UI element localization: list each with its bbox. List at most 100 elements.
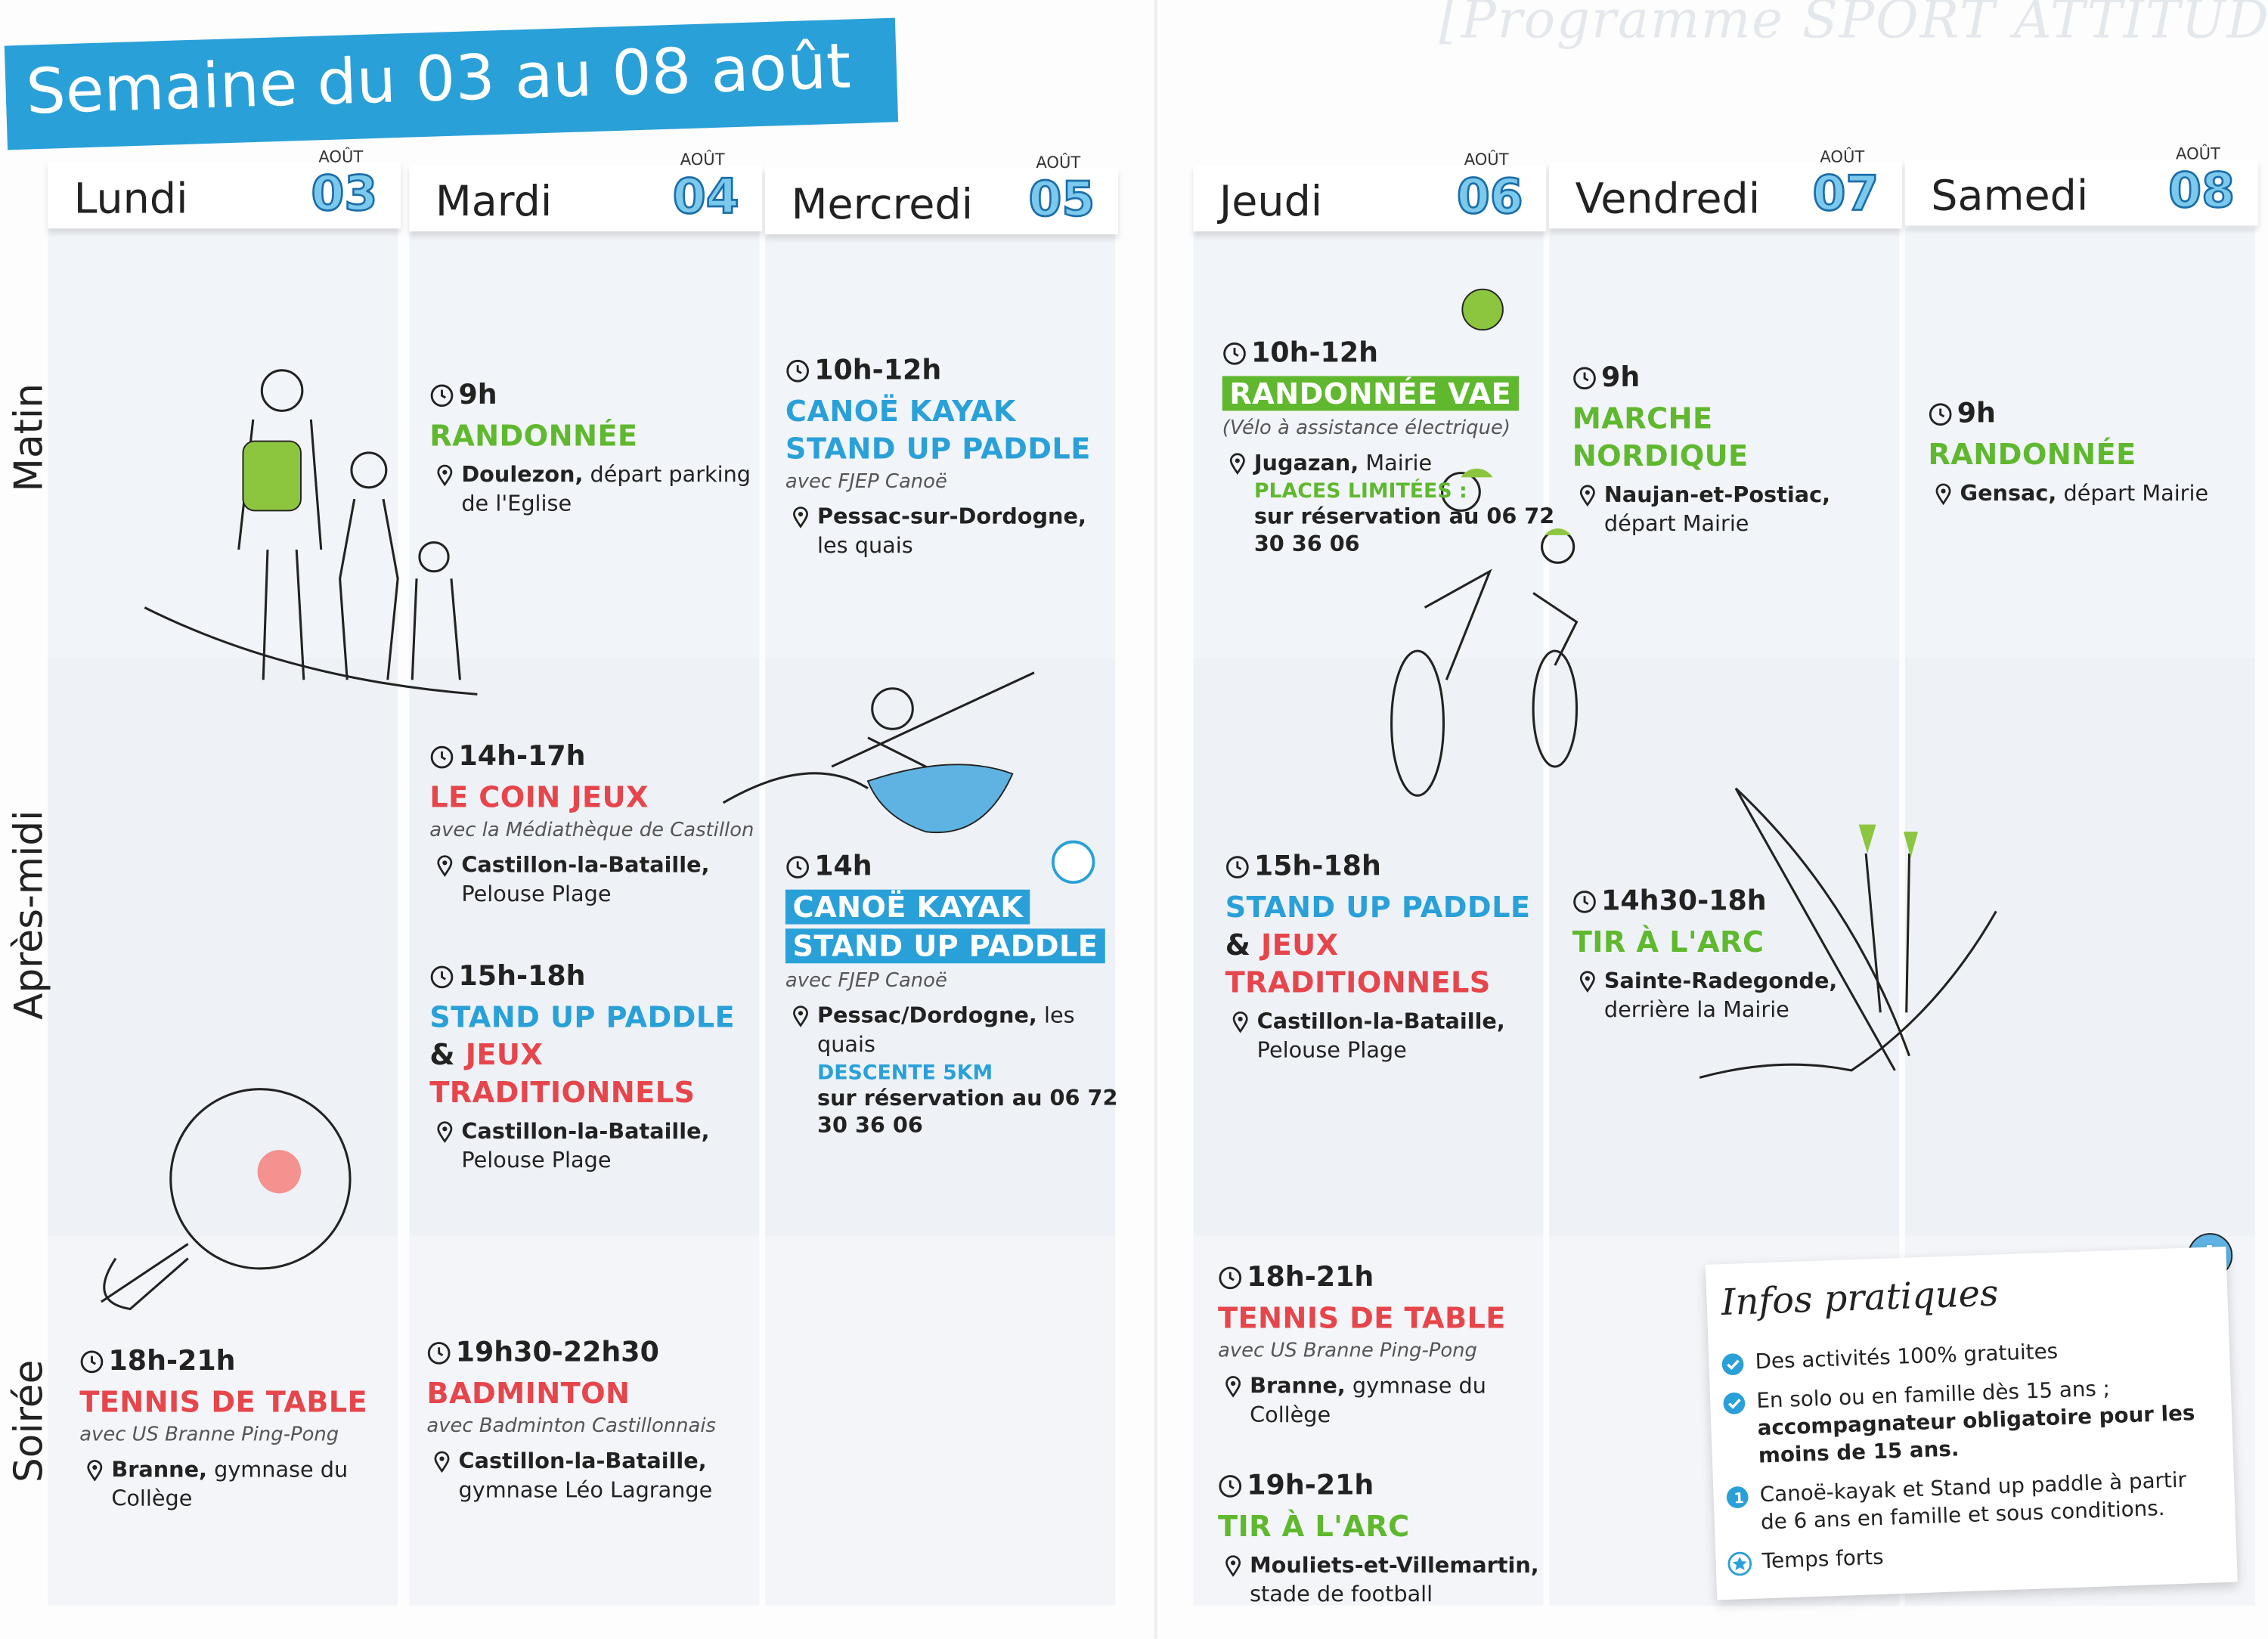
period-band — [1193, 1236, 1544, 1606]
day-number: 08 — [2167, 161, 2236, 219]
period-band — [1549, 228, 1900, 658]
day-number: 04 — [671, 167, 740, 225]
event-note: avec FJEP Canoë — [785, 469, 947, 494]
time-text: 15h-18h — [458, 960, 586, 993]
period-band — [1193, 658, 1544, 1237]
day-column — [765, 217, 1116, 1606]
day-name: Samedi — [1931, 170, 2089, 220]
event: 15h-18h STAND UP PADDLE & JEUX TRADITIONNEL… — [429, 960, 762, 1174]
time-text: 19h-21h — [1247, 1469, 1374, 1502]
event-note: avec US Branne Ping-Pong — [79, 1423, 339, 1447]
day-name: Mardi — [435, 176, 553, 226]
period-label: Soirée — [6, 1359, 51, 1483]
pin-icon — [87, 1460, 103, 1482]
event-title-line: TRADITIONNELS — [1225, 963, 1558, 1001]
clock-icon — [1573, 890, 1596, 912]
info-text: accompagnateur obligatoire pour les moin… — [1757, 1402, 2195, 1469]
event-place: Doulezon, départ parking de l'Eglise — [429, 460, 762, 518]
event-time: 10h-12h — [785, 355, 1118, 386]
title-segment: & — [1225, 927, 1262, 962]
period-band — [409, 1236, 760, 1606]
event: 14h-17h LE COIN JEUX avec la Médiathèque d… — [429, 741, 762, 909]
event: 9h RANDONNÉE Doulezon, départ parking de l… — [429, 379, 762, 518]
extra-label: DESCENTE 5KM — [785, 1061, 1118, 1085]
day-name: Mercredi — [791, 179, 974, 229]
time-text: 18h-21h — [1247, 1261, 1374, 1294]
programme-label: [Programme SPORT ATTITUDE] — [1439, 0, 2268, 51]
star-badges — [1051, 288, 1504, 885]
event: 18h-21h TENNIS DE TABLE avec US Branne Pin… — [79, 1345, 412, 1513]
info-text: Temps forts — [1761, 1546, 1885, 1574]
title-segment: RANDONNÉE — [429, 417, 638, 453]
info-icon — [1723, 1392, 1746, 1414]
place-detail: derrière la Mairie — [1603, 996, 1789, 1023]
event-place: Pessac/Dordogne, les quais — [785, 1001, 1118, 1059]
infos-title: Infos pratiques — [1720, 1272, 2000, 1324]
event: 10h-12h CANOË KAYAK STAND UP PADDLE avec FJ… — [785, 355, 1118, 560]
event-note: (Vélo à assistance électrique) — [1222, 417, 1510, 440]
title-segment: & — [429, 1036, 466, 1072]
event-time: 10h-12h — [1222, 337, 1555, 369]
event-title-line: TENNIS DE TABLE — [79, 1383, 412, 1421]
day-number: 06 — [1455, 167, 1524, 225]
pin-icon — [1225, 1376, 1241, 1398]
event-time: 18h-21h — [79, 1345, 412, 1377]
extra-label: PLACES LIMITÉES : — [1222, 480, 1555, 503]
pin-icon — [437, 1121, 453, 1143]
event-title-line: RANDONNÉE — [1928, 435, 2260, 473]
clock-icon — [786, 358, 810, 382]
title-segment: NORDIQUE — [1572, 438, 1749, 473]
event-title-line: CANOË KAYAK — [785, 888, 1118, 928]
clock-icon — [1929, 402, 1952, 426]
title-segment: TENNIS DE TABLE — [1217, 1300, 1506, 1335]
day-month: AOÛT — [1036, 153, 1081, 172]
event: 9h RANDONNÉE Gensac, départ Mairie — [1928, 398, 2260, 507]
place-name: Pessac-sur-Dordogne, — [817, 503, 1086, 530]
event: 19h-21h TIR À L'ARC Mouliets-et-Villemarti… — [1218, 1470, 1551, 1609]
pin-icon — [1229, 453, 1245, 475]
event-time: 15h-18h — [429, 960, 762, 993]
event-title-line: CANOË KAYAK — [785, 392, 1118, 430]
place-detail: départ parking de l'Eglise — [461, 461, 751, 517]
time-text: 9h — [458, 379, 497, 411]
info-item: Des activités 100% gratuites — [1720, 1334, 2212, 1378]
day-tab: Mardi AOÛT 04 — [409, 150, 763, 232]
event: 18h-21h TENNIS DE TABLE avec US Branne Pin… — [1218, 1261, 1551, 1429]
day-number: 07 — [1811, 164, 1880, 222]
event-place: Castillon-la-Bataille, Pelouse Plage — [429, 850, 762, 909]
event-time: 19h-21h — [1218, 1470, 1551, 1501]
event-title-line: & JEUX — [429, 1036, 762, 1074]
place-name: Castillon-la-Bataille, — [461, 851, 710, 878]
event-title-line: NORDIQUE — [1572, 437, 1905, 475]
title-segment: STAND UP PADDLE — [429, 999, 736, 1035]
place-name: Jugazan, — [1253, 450, 1359, 476]
title-segment: STAND UP PADDLE — [785, 928, 1105, 964]
event-title-line: LE COIN JEUX — [429, 778, 762, 816]
event-place: Sainte-Radegonde, derrière la Mairie — [1572, 966, 1905, 1024]
place-detail: départ Mairie — [1603, 510, 1749, 537]
event-time: 9h — [429, 379, 762, 411]
event-note: avec Badminton Castillonnais — [426, 1414, 716, 1438]
place-detail: Pelouse Plage — [461, 1147, 612, 1173]
clock-icon — [1223, 342, 1246, 364]
place-detail: Pelouse Plage — [461, 881, 612, 907]
event-title-line: STAND UP PADDLE — [785, 429, 1118, 467]
place-name: Mouliets-et-Villemartin, — [1250, 1551, 1539, 1579]
place-name: Doulezon, — [461, 461, 584, 488]
pin-icon — [434, 1451, 450, 1473]
day-tab: Mercredi AOÛT 05 — [765, 153, 1118, 234]
place-detail: stade de football — [1250, 1581, 1433, 1607]
title-segment: CANOË KAYAK — [785, 393, 1016, 429]
title-segment: CANOË KAYAK — [785, 889, 1030, 925]
event-place: Castillon-la-Bataille, Pelouse Plage — [1225, 1007, 1558, 1065]
kayak-hull — [866, 764, 1014, 834]
extra-label-text: PLACES LIMITÉES : — [1253, 480, 1467, 503]
day-tab: Samedi AOÛT 08 — [1904, 144, 2258, 226]
kayak-drawing — [722, 671, 1035, 804]
extra-label-text: DESCENTE 5KM — [817, 1061, 993, 1085]
day-tab: Vendredi AOÛT 07 — [1549, 147, 1902, 229]
event-title-line: & JEUX — [1225, 926, 1558, 964]
arrow-fletching — [1858, 824, 1919, 858]
event-time: 18h-21h — [1218, 1261, 1551, 1293]
